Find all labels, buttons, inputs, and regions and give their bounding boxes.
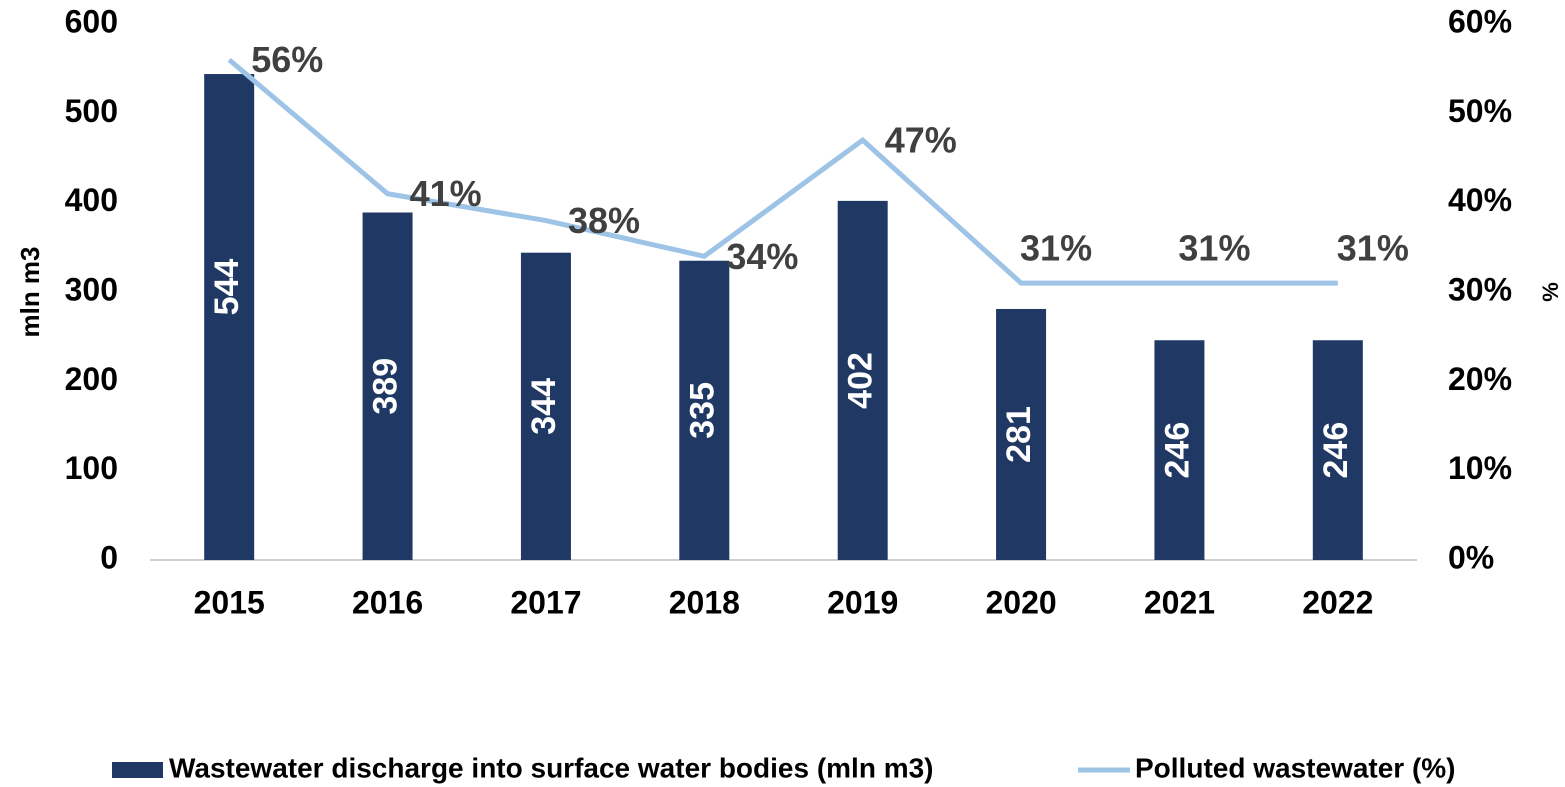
y2-axis-label: % — [1538, 282, 1563, 302]
x-tick-label: 2017 — [510, 584, 581, 620]
line-value-label: 38% — [568, 200, 640, 241]
bar — [996, 308, 1047, 560]
x-tick-label: 2022 — [1302, 584, 1373, 620]
x-tick-label: 2015 — [194, 584, 265, 620]
y-tick-label: 200 — [65, 361, 118, 397]
bar — [1154, 340, 1205, 560]
bar-value-label: 344 — [525, 378, 563, 435]
x-tick-label: 2016 — [352, 584, 423, 620]
bar-value-label: 246 — [1317, 422, 1355, 479]
legend-swatch — [112, 762, 163, 778]
bar-value-label: 402 — [842, 352, 880, 409]
y2-tick-label: 50% — [1448, 93, 1512, 129]
y-tick-label: 300 — [65, 271, 118, 307]
line-value-label: 41% — [410, 173, 482, 214]
y2-tick-label: 60% — [1448, 3, 1512, 39]
bar — [520, 252, 571, 560]
y-tick-label: 100 — [65, 450, 118, 486]
y-tick-label: 500 — [65, 93, 118, 129]
line-value-label: 56% — [251, 39, 323, 80]
bar — [204, 74, 255, 560]
x-tick-label: 2018 — [669, 584, 740, 620]
y-tick-label: 0 — [100, 539, 118, 575]
bar-value-label: 335 — [683, 382, 721, 439]
line-value-label: 31% — [1337, 228, 1409, 269]
line-value-label: 47% — [885, 120, 957, 161]
y-axis-label: mln m3 — [15, 246, 45, 337]
bar-value-label: 246 — [1158, 422, 1196, 479]
x-tick-label: 2021 — [1144, 584, 1215, 620]
y2-tick-label: 30% — [1448, 271, 1512, 307]
y2-tick-label: 10% — [1448, 450, 1512, 486]
bar — [1312, 340, 1363, 560]
y-tick-label: 600 — [65, 3, 118, 39]
bar-value-label: 544 — [208, 259, 246, 316]
bar — [362, 212, 413, 560]
legend-label: Wastewater discharge into surface water … — [169, 752, 934, 783]
x-tick-label: 2020 — [985, 584, 1056, 620]
line — [227, 57, 1338, 286]
legend-label: Polluted wastewater (%) — [1135, 752, 1456, 783]
bar — [837, 200, 888, 560]
line-value-label: 31% — [1178, 228, 1250, 269]
line-value-label: 31% — [1020, 228, 1092, 269]
y2-tick-label: 0% — [1448, 539, 1494, 575]
y-tick-label: 400 — [65, 182, 118, 218]
y2-tick-label: 40% — [1448, 182, 1512, 218]
x-tick-label: 2019 — [827, 584, 898, 620]
line-value-label: 34% — [726, 236, 798, 277]
bar — [679, 260, 730, 560]
y2-tick-label: 20% — [1448, 361, 1512, 397]
bar-value-label: 281 — [1000, 406, 1038, 463]
bar-value-label: 389 — [367, 358, 405, 415]
